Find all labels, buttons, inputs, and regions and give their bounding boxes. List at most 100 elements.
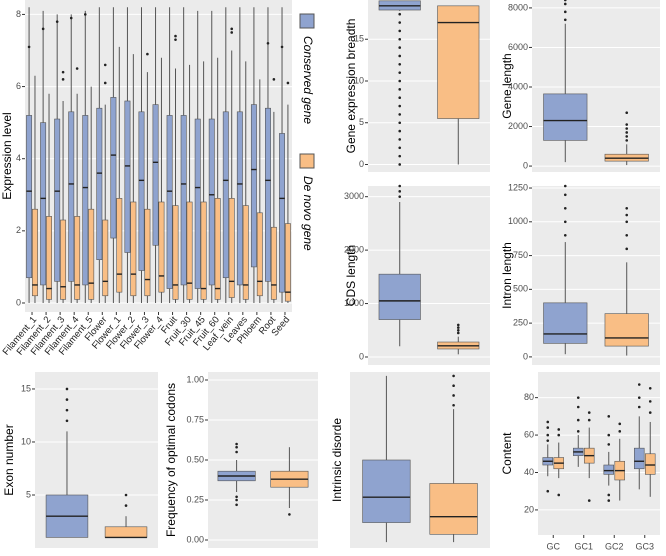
- outlier: [75, 67, 79, 70]
- outlier: [174, 38, 177, 41]
- outlier: [625, 131, 629, 134]
- outlier: [557, 433, 561, 437]
- y-tick-label: 250: [513, 317, 528, 327]
- outlier: [546, 426, 550, 429]
- box: [634, 447, 645, 470]
- box: [236, 111, 243, 286]
- y-tick-label: 0: [359, 159, 364, 169]
- x-tick-label: GC1: [574, 541, 593, 551]
- outlier: [27, 45, 31, 49]
- outlier: [625, 127, 629, 130]
- box: [88, 208, 95, 300]
- box: [208, 118, 215, 286]
- outlier: [546, 439, 550, 442]
- outlier: [607, 499, 611, 502]
- y-axis-label: Gene length: [500, 53, 514, 118]
- outlier: [576, 396, 580, 399]
- outlier: [563, 2, 567, 6]
- outlier: [398, 88, 402, 91]
- y-tick-label: 1000: [344, 298, 364, 308]
- box: [60, 219, 67, 300]
- y-tick-label: 4000: [508, 81, 528, 91]
- outlier: [456, 331, 460, 335]
- outlier: [235, 450, 238, 454]
- box: [284, 223, 291, 302]
- y-tick-label: 10: [354, 75, 364, 85]
- y-tick-label: 5: [359, 117, 364, 127]
- box: [644, 453, 656, 475]
- box: [437, 5, 480, 119]
- outlier: [235, 442, 238, 446]
- outlier: [398, 21, 402, 24]
- y-axis-label: Frequency of optimal codons: [164, 383, 178, 537]
- outlier: [456, 323, 460, 327]
- outlier: [398, 190, 402, 193]
- outlier: [625, 123, 629, 126]
- outlier: [103, 63, 107, 67]
- box: [124, 100, 131, 253]
- box: [242, 205, 249, 300]
- y-tick-label: 80: [524, 392, 534, 402]
- y-axis-label: Expression level: [0, 112, 14, 199]
- y-tick-label: 1250: [508, 182, 528, 192]
- box: [46, 216, 52, 300]
- box: [130, 201, 137, 297]
- box: [279, 133, 285, 293]
- panel: [532, 0, 660, 172]
- outlier: [563, 193, 567, 197]
- outlier: [69, 16, 73, 20]
- outlier: [146, 52, 149, 56]
- outlier: [648, 386, 652, 390]
- y-tick-label: 1000: [508, 216, 528, 226]
- outlier: [607, 415, 611, 418]
- x-tick-label: GC3: [635, 541, 654, 551]
- outlier: [452, 384, 455, 387]
- outlier: [398, 46, 402, 49]
- outlier: [587, 499, 591, 502]
- outlier: [452, 403, 455, 407]
- box: [138, 111, 145, 271]
- y-tick-label: 6000: [508, 42, 528, 52]
- outlier: [266, 41, 270, 45]
- outlier: [576, 430, 580, 433]
- outlier: [557, 428, 561, 431]
- outlier: [398, 163, 402, 166]
- outlier: [83, 13, 87, 16]
- y-tick-label: 750: [513, 250, 528, 260]
- y-tick-label: 10: [21, 436, 31, 446]
- y-tick-label: 60: [524, 429, 534, 439]
- box: [228, 198, 235, 298]
- y-tick-label: 0: [523, 160, 528, 170]
- box: [104, 526, 148, 538]
- legend-key: [299, 153, 315, 169]
- outlier: [398, 184, 402, 188]
- y-tick-label: 500: [513, 284, 528, 294]
- box: [152, 104, 159, 246]
- outlier: [557, 493, 561, 497]
- outlier: [452, 374, 455, 378]
- outlier: [618, 430, 622, 433]
- outlier: [637, 396, 641, 399]
- outlier: [398, 121, 402, 125]
- outlier: [398, 138, 402, 141]
- x-tick-label: GC2: [605, 541, 624, 551]
- box: [32, 208, 38, 297]
- box: [200, 201, 207, 300]
- outlier: [55, 20, 59, 23]
- outlier: [625, 234, 629, 237]
- box: [82, 115, 89, 286]
- outlier: [235, 495, 238, 499]
- y-tick-label: 2: [16, 225, 21, 235]
- outlier: [452, 394, 455, 397]
- outlier: [625, 139, 629, 142]
- y-axis-label: Intrinsic disorde: [330, 418, 344, 502]
- box: [543, 302, 588, 344]
- y-tick-label: 2000: [508, 121, 528, 131]
- outlier: [398, 146, 402, 150]
- outlier: [563, 0, 567, 2]
- outlier: [286, 81, 290, 85]
- outlier: [61, 78, 65, 81]
- outlier: [563, 18, 567, 22]
- outlier: [648, 411, 652, 414]
